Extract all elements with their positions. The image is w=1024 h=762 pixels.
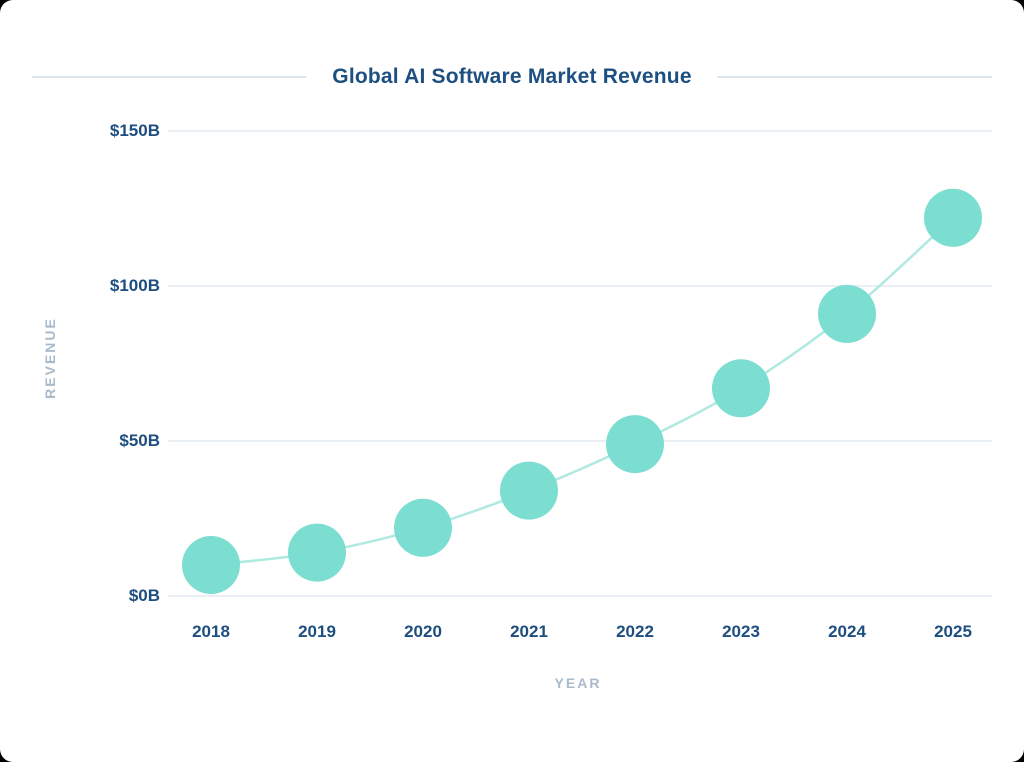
x-tick-label: 2024 [828, 622, 866, 641]
data-point-2018 [182, 536, 240, 594]
x-tick-label: 2025 [934, 622, 972, 641]
y-tick-label: $150B [109, 121, 160, 140]
data-point-2024 [818, 284, 876, 343]
y-tick-label: $100B [109, 276, 160, 295]
x-tick-label: 2019 [298, 622, 336, 641]
data-point-2020 [394, 498, 452, 557]
data-point-2019 [288, 523, 346, 582]
y-tick-label: $50B [119, 431, 160, 450]
data-point-2025 [924, 188, 982, 247]
x-tick-label: 2022 [616, 622, 654, 641]
x-tick-label: 2021 [510, 622, 548, 641]
data-point-2021 [500, 461, 558, 520]
data-point-2023 [712, 359, 770, 418]
x-axis-title: YEAR [554, 675, 602, 691]
x-tick-label: 2018 [192, 622, 230, 641]
y-axis-title: REVENUE [42, 317, 58, 399]
data-point-2022 [606, 415, 664, 474]
trend-line [210, 216, 954, 567]
x-tick-label: 2020 [404, 622, 442, 641]
x-tick-label: 2023 [722, 622, 760, 641]
chart-title: Global AI Software Market Revenue [306, 65, 718, 89]
y-tick-label: $0B [128, 586, 160, 605]
